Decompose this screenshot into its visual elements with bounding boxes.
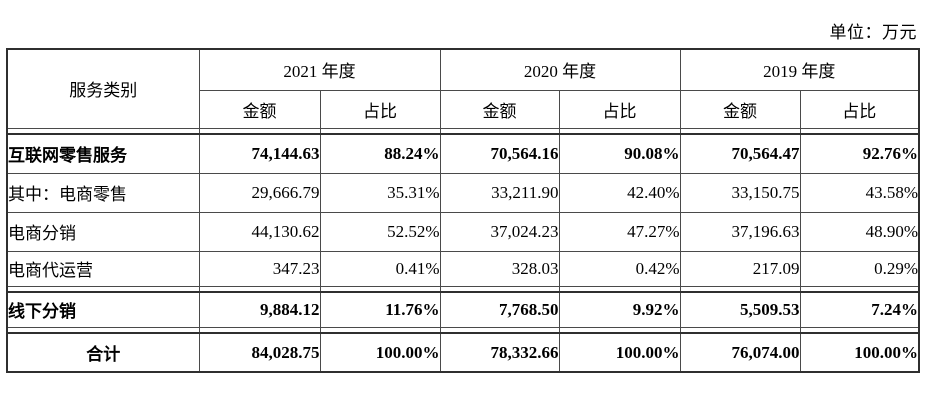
section-divider bbox=[6, 127, 920, 135]
cell-amount-2020: 70,564.16 bbox=[439, 133, 560, 174]
cell-amount-2020: 328.03 bbox=[439, 250, 560, 287]
year-header-2019: 2019 年度 bbox=[679, 48, 920, 91]
cell-ratio-2021: 0.41% bbox=[319, 250, 441, 287]
cell-amount-2021: 74,144.63 bbox=[198, 133, 321, 174]
cell-amount-2020: 7,768.50 bbox=[439, 291, 560, 328]
cell-amount-2021: 84,028.75 bbox=[198, 332, 321, 373]
ratio-header-2021: 占比 bbox=[319, 89, 441, 129]
row-category: 线下分销 bbox=[6, 291, 200, 328]
year-header-2021: 2021 年度 bbox=[198, 48, 441, 91]
cell-amount-2019: 76,074.00 bbox=[679, 332, 801, 373]
cell-amount-2021: 44,130.62 bbox=[198, 211, 321, 252]
table-row-ecommerce-retail: 其中：电商零售 29,666.79 35.31% 33,211.90 42.40… bbox=[6, 172, 920, 213]
cell-ratio-2021: 11.76% bbox=[319, 291, 441, 328]
cell-ratio-2020: 9.92% bbox=[558, 291, 681, 328]
cell-ratio-2019: 48.90% bbox=[799, 211, 920, 252]
table-row-total: 合计 84,028.75 100.00% 78,332.66 100.00% 7… bbox=[6, 332, 920, 373]
cell-amount-2021: 9,884.12 bbox=[198, 291, 321, 328]
amount-header-2019: 金额 bbox=[679, 89, 801, 129]
table-row-ecommerce-agency: 电商代运营 347.23 0.41% 328.03 0.42% 217.09 0… bbox=[6, 250, 920, 287]
row-category: 其中：电商零售 bbox=[6, 172, 200, 213]
cell-ratio-2021: 52.52% bbox=[319, 211, 441, 252]
cell-amount-2021: 347.23 bbox=[198, 250, 321, 287]
cell-amount-2019: 217.09 bbox=[679, 250, 801, 287]
cell-ratio-2019: 100.00% bbox=[799, 332, 920, 373]
cell-ratio-2019: 0.29% bbox=[799, 250, 920, 287]
unit-label: 单位：万元 bbox=[829, 23, 917, 42]
revenue-by-service-table: 服务类别 2021 年度 2020 年度 2019 年度 金额 占比 金额 占比… bbox=[6, 48, 920, 373]
cell-ratio-2020: 100.00% bbox=[558, 332, 681, 373]
table-row-offline-distribution: 线下分销 9,884.12 11.76% 7,768.50 9.92% 5,50… bbox=[6, 291, 920, 328]
year-header-row: 服务类别 2021 年度 2020 年度 2019 年度 bbox=[6, 48, 920, 129]
amount-header-2021: 金额 bbox=[198, 89, 321, 129]
row-category: 电商代运营 bbox=[6, 250, 200, 287]
year-header-2020: 2020 年度 bbox=[439, 48, 681, 91]
cell-ratio-2021: 88.24% bbox=[319, 133, 441, 174]
cell-amount-2021: 29,666.79 bbox=[198, 172, 321, 213]
section-divider bbox=[6, 285, 920, 293]
row-category: 电商分销 bbox=[6, 211, 200, 252]
cell-ratio-2021: 100.00% bbox=[319, 332, 441, 373]
table-row-ecommerce-distribution: 电商分销 44,130.62 52.52% 37,024.23 47.27% 3… bbox=[6, 211, 920, 252]
cell-ratio-2019: 43.58% bbox=[799, 172, 920, 213]
cell-ratio-2020: 42.40% bbox=[558, 172, 681, 213]
cell-amount-2020: 78,332.66 bbox=[439, 332, 560, 373]
cell-amount-2019: 70,564.47 bbox=[679, 133, 801, 174]
cell-amount-2019: 37,196.63 bbox=[679, 211, 801, 252]
amount-header-2020: 金额 bbox=[439, 89, 560, 129]
cell-ratio-2019: 7.24% bbox=[799, 291, 920, 328]
section-divider bbox=[6, 326, 920, 334]
category-column-header: 服务类别 bbox=[6, 48, 200, 129]
cell-ratio-2019: 92.76% bbox=[799, 133, 920, 174]
row-category: 合计 bbox=[6, 332, 200, 373]
cell-amount-2019: 5,509.53 bbox=[679, 291, 801, 328]
cell-amount-2020: 37,024.23 bbox=[439, 211, 560, 252]
row-category: 互联网零售服务 bbox=[6, 133, 200, 174]
cell-amount-2020: 33,211.90 bbox=[439, 172, 560, 213]
cell-ratio-2021: 35.31% bbox=[319, 172, 441, 213]
cell-ratio-2020: 90.08% bbox=[558, 133, 681, 174]
cell-amount-2019: 33,150.75 bbox=[679, 172, 801, 213]
ratio-header-2020: 占比 bbox=[558, 89, 681, 129]
cell-ratio-2020: 47.27% bbox=[558, 211, 681, 252]
subheader-row: 金额 占比 金额 占比 金额 占比 bbox=[7, 89, 920, 129]
ratio-header-2019: 占比 bbox=[799, 89, 920, 129]
cell-ratio-2020: 0.42% bbox=[558, 250, 681, 287]
table-row-internet-retail: 互联网零售服务 74,144.63 88.24% 70,564.16 90.08… bbox=[6, 133, 920, 174]
